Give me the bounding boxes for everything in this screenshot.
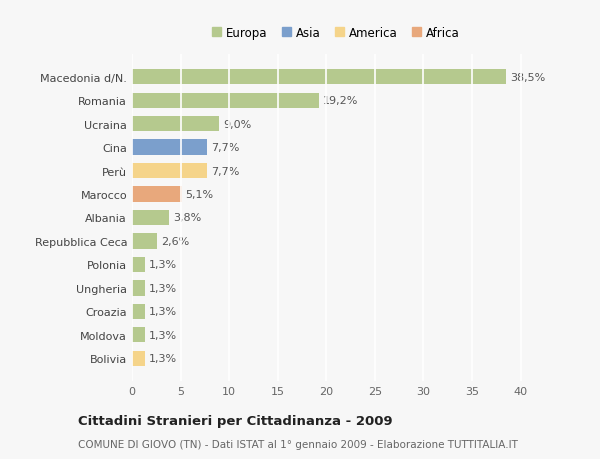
Bar [132,117,220,132]
Text: 1,3%: 1,3% [149,283,176,293]
Bar [132,140,207,156]
Bar [132,187,182,202]
Text: 7,7%: 7,7% [211,166,239,176]
Text: Cittadini Stranieri per Cittadinanza - 2009: Cittadini Stranieri per Cittadinanza - 2… [78,414,392,428]
Bar [132,304,145,319]
Bar [132,328,145,343]
Legend: Europa, Asia, America, Africa: Europa, Asia, America, Africa [208,22,464,44]
Bar [132,234,157,249]
Text: 1,3%: 1,3% [149,260,176,270]
Bar [132,280,145,296]
Text: 1,3%: 1,3% [149,307,176,317]
Bar [132,257,145,273]
Bar [132,163,207,179]
Text: 5,1%: 5,1% [185,190,214,200]
Text: 38,5%: 38,5% [510,73,545,83]
Text: 1,3%: 1,3% [149,353,176,364]
Text: 9,0%: 9,0% [223,119,251,129]
Text: 7,7%: 7,7% [211,143,239,153]
Text: 19,2%: 19,2% [322,96,358,106]
Text: 2,6%: 2,6% [161,236,190,246]
Bar [132,210,169,226]
Text: 3,8%: 3,8% [173,213,201,223]
Bar [132,70,506,85]
Bar [132,93,319,108]
Text: 1,3%: 1,3% [149,330,176,340]
Text: COMUNE DI GIOVO (TN) - Dati ISTAT al 1° gennaio 2009 - Elaborazione TUTTITALIA.I: COMUNE DI GIOVO (TN) - Dati ISTAT al 1° … [78,440,518,449]
Bar [132,351,145,366]
